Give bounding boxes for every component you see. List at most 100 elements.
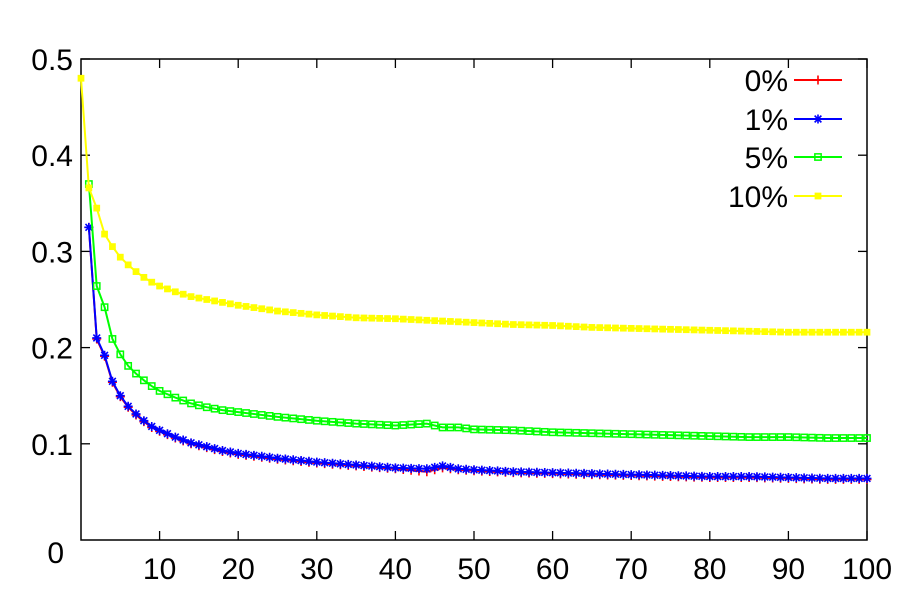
data-point [588, 429, 596, 438]
data-point [807, 473, 817, 483]
data-point [823, 434, 832, 442]
data-point [564, 428, 573, 437]
data-point [383, 421, 392, 430]
data-point [729, 432, 738, 441]
data-point [430, 462, 440, 472]
x-tick-label: 40 [379, 553, 412, 586]
data-point [281, 413, 290, 422]
data-point [312, 457, 322, 467]
data-point [423, 316, 431, 324]
data-point [186, 438, 196, 448]
data-point [823, 473, 833, 483]
data-point [344, 313, 352, 321]
data-point [274, 307, 281, 315]
y-tick-label: 0.2 [31, 333, 73, 366]
data-point [368, 314, 376, 322]
data-point [863, 434, 871, 442]
data-point [101, 230, 108, 238]
data-point [603, 429, 612, 438]
data-point [674, 431, 683, 440]
data-point [462, 424, 471, 433]
data-point [486, 319, 494, 327]
data-point [195, 294, 203, 302]
data-point [383, 462, 393, 472]
data-point [721, 432, 730, 441]
data-point [666, 471, 675, 481]
y-tick-label: 0.3 [31, 236, 73, 269]
data-point [705, 432, 714, 441]
data-point [572, 428, 581, 437]
data-point [705, 472, 715, 482]
data-point [813, 75, 823, 85]
data-point [508, 467, 518, 477]
data-point [171, 288, 179, 296]
data-point [666, 431, 675, 440]
data-point [808, 328, 816, 336]
data-point [714, 327, 722, 334]
data-point [297, 309, 305, 317]
legend-label: 5% [745, 142, 788, 175]
y-tick-label: 0.1 [31, 429, 73, 462]
data-point [454, 318, 462, 326]
data-point [650, 470, 660, 480]
data-point [84, 222, 94, 232]
data-point [470, 319, 478, 326]
data-point [359, 461, 369, 471]
data-point [241, 449, 251, 459]
data-point [618, 469, 628, 479]
legend-label: 0% [745, 65, 788, 98]
data-point [390, 463, 400, 473]
data-point [406, 463, 416, 473]
data-point [454, 423, 463, 432]
data-point [258, 305, 266, 313]
data-point [626, 470, 636, 480]
data-point [147, 382, 156, 390]
data-point [800, 328, 808, 336]
data-point [328, 417, 337, 426]
data-point [218, 406, 227, 415]
data-point [768, 433, 777, 441]
data-point [438, 461, 448, 471]
data-point [170, 432, 180, 442]
data-point [549, 322, 556, 329]
data-point [100, 350, 110, 360]
axis-tick-labels: 10 20 30 40 50 60 70 80 90 100 0 0.1 0.2 0.3 0.4 0.5 [31, 44, 892, 586]
data-point [635, 325, 643, 332]
data-point [610, 469, 620, 479]
data-point [336, 418, 345, 427]
data-point [643, 430, 651, 439]
data-point [202, 403, 211, 412]
data-point [328, 458, 338, 468]
data-point [124, 261, 132, 269]
data-point [815, 473, 825, 483]
data-point [855, 328, 863, 336]
data-point [289, 309, 297, 316]
data-point [296, 456, 306, 466]
data-point [627, 430, 636, 439]
data-point [783, 472, 793, 482]
data-point [234, 301, 242, 309]
data-point [139, 376, 148, 385]
data-point [651, 325, 659, 333]
data-point [722, 327, 729, 335]
data-point [516, 467, 526, 477]
data-point [706, 326, 714, 334]
data-point [612, 324, 619, 332]
data-point [398, 463, 408, 473]
data-point [179, 396, 188, 405]
data-point [367, 461, 377, 471]
data-point [808, 433, 816, 442]
data-point [557, 322, 564, 330]
data-point [800, 433, 809, 442]
data-point [164, 285, 171, 293]
data-point [580, 429, 588, 437]
data-point [768, 472, 778, 482]
data-point [85, 184, 93, 192]
data-point [414, 464, 424, 474]
data-point [203, 296, 211, 303]
data-point [470, 425, 478, 434]
data-point [587, 469, 597, 479]
x-tick-label: 80 [693, 553, 726, 586]
data-point [107, 376, 117, 386]
data-point [109, 243, 116, 250]
